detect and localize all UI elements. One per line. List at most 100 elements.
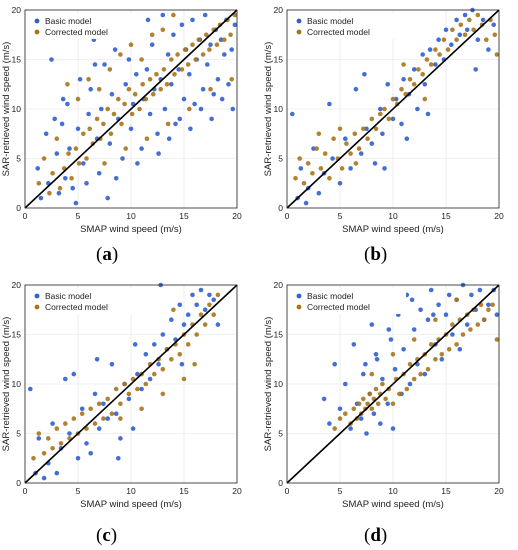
- data-point-corrected: [88, 406, 93, 412]
- data-point-basic: [211, 91, 216, 97]
- data-point-corrected: [327, 176, 332, 181]
- data-point-basic: [139, 146, 144, 151]
- data-point-corrected: [373, 386, 379, 392]
- data-point-corrected: [102, 161, 107, 166]
- data-point-corrected: [182, 47, 188, 52]
- data-point-corrected: [428, 342, 434, 347]
- x-tick-label: 0: [23, 486, 28, 496]
- data-point-corrected: [96, 86, 102, 92]
- data-point-basic: [79, 406, 85, 412]
- data-point-corrected: [343, 411, 348, 416]
- data-point-basic: [132, 342, 138, 347]
- chart-panel-b: 0 5 10 15 20 0 5 10 15 20 SMAP wind speed (m/s) SAR…: [262, 0, 518, 240]
- data-point-corrected: [66, 151, 71, 156]
- data-point-corrected: [194, 332, 199, 337]
- data-point-basic: [56, 190, 62, 196]
- data-point-basic: [343, 381, 348, 387]
- data-point-corrected: [222, 37, 227, 42]
- data-point-basic: [94, 357, 100, 362]
- data-point-corrected: [486, 307, 491, 313]
- data-point-corrected: [411, 337, 417, 342]
- data-point-basic: [378, 106, 383, 112]
- y-tick-label: 10: [274, 104, 284, 114]
- data-point-basic: [469, 292, 474, 298]
- data-point-corrected: [105, 396, 110, 402]
- data-point-basic: [480, 17, 486, 23]
- data-point-corrected: [361, 126, 366, 132]
- data-point-corrected: [314, 146, 319, 151]
- data-point-corrected: [135, 386, 140, 392]
- y-tick-label: 20: [12, 5, 22, 15]
- data-point-basic: [155, 131, 160, 137]
- data-point-corrected: [322, 151, 328, 156]
- x-tick-label: 5: [76, 211, 81, 221]
- data-point-corrected: [111, 111, 117, 117]
- data-point-corrected: [316, 131, 322, 137]
- data-point-corrected: [337, 416, 343, 421]
- y-tick-label: 10: [12, 104, 22, 114]
- data-point-corrected: [214, 42, 220, 47]
- data-point-basic: [422, 371, 428, 377]
- data-point-basic: [428, 287, 434, 293]
- data-point-corrected: [441, 37, 447, 42]
- data-point-corrected: [344, 141, 349, 146]
- data-point-corrected: [433, 47, 438, 52]
- y-tick-label: 5: [278, 429, 283, 439]
- data-point-corrected: [422, 96, 428, 102]
- data-point-corrected: [140, 82, 145, 87]
- data-point-corrected: [169, 357, 174, 362]
- data-point-basic: [166, 136, 172, 141]
- data-point-basic: [187, 72, 192, 77]
- y-tick-label: 20: [12, 280, 22, 290]
- data-point-corrected: [301, 181, 307, 186]
- data-point-corrected: [137, 106, 142, 112]
- data-point-basic: [457, 32, 463, 38]
- data-point-basic: [462, 12, 468, 18]
- data-point-corrected: [494, 52, 500, 57]
- data-point-corrected: [361, 396, 366, 402]
- data-point-basic: [52, 116, 57, 122]
- data-point-basic: [88, 86, 93, 92]
- data-point-basic: [135, 371, 140, 377]
- data-point-basic: [475, 37, 481, 42]
- data-point-corrected: [190, 42, 195, 47]
- data-point-basic: [84, 181, 89, 186]
- data-point-corrected: [439, 352, 445, 357]
- data-point-basic: [73, 200, 79, 206]
- y-tick-label: 15: [274, 330, 284, 340]
- data-point-basic: [65, 101, 70, 107]
- data-point-corrected: [122, 381, 127, 387]
- panel-caption-b: (b): [364, 244, 388, 265]
- data-point-basic: [211, 297, 216, 303]
- data-point-basic: [332, 361, 337, 367]
- data-point-basic: [109, 361, 115, 367]
- data-point-corrected: [460, 332, 466, 337]
- data-point-corrected: [352, 131, 358, 137]
- data-point-basic: [128, 126, 134, 132]
- data-point-basic: [457, 347, 463, 352]
- data-point-basic: [232, 22, 238, 28]
- identity-line: [24, 9, 238, 209]
- data-point-corrected: [386, 116, 392, 122]
- data-point-basic: [101, 401, 106, 407]
- y-tick-label: 0: [278, 203, 283, 213]
- data-point-corrected: [143, 96, 149, 102]
- legend-box: [290, 288, 406, 314]
- data-point-corrected: [428, 62, 434, 67]
- data-point-basic: [226, 82, 231, 87]
- data-point-corrected: [418, 371, 423, 377]
- axes-frame: [24, 284, 238, 484]
- data-point-corrected: [81, 131, 86, 137]
- data-point-corrected: [179, 67, 185, 72]
- data-point-corrected: [356, 146, 362, 151]
- data-point-corrected: [86, 77, 91, 82]
- data-point-basic: [230, 106, 236, 112]
- scatter-plot-b: 0 5 10 15 20 0 5 10 15 20 SMAP wind speed (m/s) SAR…: [263, 5, 504, 235]
- data-point-corrected: [404, 386, 410, 392]
- data-point-corrected: [129, 111, 135, 117]
- data-point-basic: [75, 126, 81, 132]
- data-point-basic: [192, 101, 197, 107]
- legend-marker-basic: [296, 18, 302, 24]
- data-point-basic: [113, 176, 119, 181]
